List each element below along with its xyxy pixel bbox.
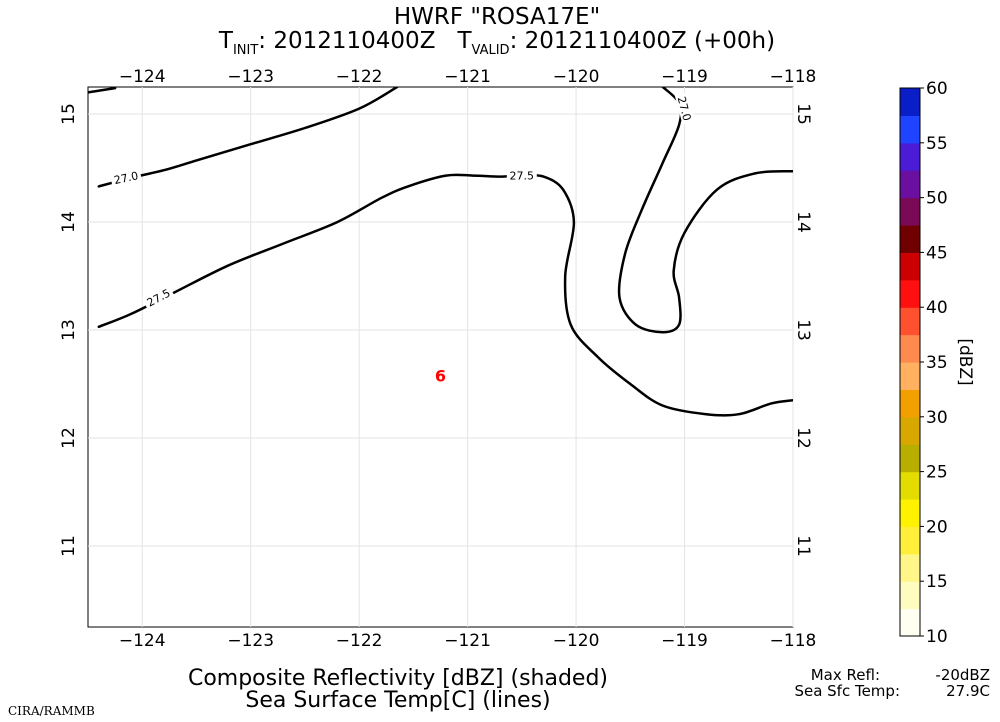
sst-27-0-northwest — [88, 87, 117, 94]
x-tick-label-top: −122 — [336, 67, 383, 87]
y-tick-label-left: 13 — [59, 319, 79, 341]
footer-shaded-caption: Composite Reflectivity [dBZ] (shaded) — [188, 666, 608, 691]
colorbar-segment — [900, 225, 920, 253]
x-tick-label-bottom: −120 — [553, 631, 600, 651]
colorbar-segment — [900, 142, 920, 171]
x-tick-label-bottom: −118 — [770, 631, 817, 651]
colorbar: 10 15 20 25 30 35 40 45 50 55 60 — [899, 79, 948, 647]
init-time: : 2012110400Z — [258, 28, 435, 54]
colorbar-segment — [900, 279, 920, 308]
colorbar-segment — [900, 581, 920, 610]
colorbar-tick-label: 15 — [926, 572, 948, 592]
contour-label: 27.5 — [506, 168, 537, 183]
colorbar-segment — [900, 170, 920, 199]
footer-lines-caption: Sea Surface Temp[C] (lines) — [245, 688, 550, 713]
x-tick-label-top: −120 — [553, 67, 600, 87]
colorbar-segment — [900, 526, 920, 555]
colorbar-segment — [900, 88, 920, 116]
x-tick-label-bottom: −121 — [444, 631, 491, 651]
chart-title: HWRF "ROSA17E" — [394, 4, 600, 30]
colorbar-segment — [900, 416, 920, 445]
x-tick-label-bottom: −124 — [119, 631, 166, 651]
credit-label: CIRA/RAMMB — [8, 704, 95, 718]
colorbar-segment — [900, 252, 920, 281]
y-tick-label-right: 12 — [793, 427, 813, 449]
contour-label-text: 27.0 — [113, 169, 140, 187]
valid-t-letter: T — [456, 28, 472, 54]
colorbar-unit-label: [dBZ] — [955, 338, 975, 385]
y-tick-label-left: 11 — [59, 535, 79, 557]
colorbar-tick-label: 35 — [926, 353, 948, 373]
contour-label-bg — [674, 92, 696, 125]
colorbar-tick-label: 45 — [926, 243, 948, 263]
y-tick-label-right: 11 — [793, 535, 813, 557]
contour-label: 27.0 — [109, 167, 142, 187]
colorbar-tick-label: 50 — [926, 189, 948, 209]
y-tick-label-left: 15 — [59, 103, 79, 125]
y-tick-label-right: 14 — [793, 211, 813, 233]
colorbar-tick-label: 60 — [926, 79, 948, 99]
valid-subscript: VALID — [472, 43, 510, 58]
colorbar-segment — [900, 307, 920, 336]
storm-symbol-group: 6 — [435, 366, 446, 385]
colorbar-segment — [900, 553, 920, 582]
contour-label-bg — [109, 167, 142, 187]
colorbar-segment — [900, 608, 920, 637]
x-tick-label-bottom: −122 — [336, 631, 383, 651]
max-refl-label: Max Refl: — [811, 666, 880, 684]
init-t-letter: T — [218, 28, 234, 54]
contour-label-bg — [141, 284, 175, 310]
colorbar-segment — [900, 499, 920, 527]
colorbar-segment — [900, 197, 920, 226]
axis-ticks: −124 −124 −123 −123 −122 −122 −121 −121 −120 −120… — [59, 67, 816, 651]
colorbar-tick-label: 30 — [926, 408, 948, 428]
y-tick-label-right: 15 — [793, 103, 813, 125]
contour-label-bg — [506, 168, 537, 182]
colorbar-segment — [900, 362, 920, 390]
init-subscript: INIT — [233, 43, 258, 58]
colorbar-tick-label: 10 — [926, 627, 948, 647]
x-tick-label-bottom: −119 — [661, 631, 708, 651]
y-tick-label-right: 13 — [793, 319, 813, 341]
sst-label: Sea Sfc Temp: — [794, 682, 900, 700]
y-tick-label-left: 12 — [59, 427, 79, 449]
x-tick-label-top: −124 — [119, 67, 166, 87]
colorbar-tick-label: 55 — [926, 134, 948, 154]
colorbar-segment — [900, 444, 920, 473]
sst-value: 27.9C — [946, 682, 990, 700]
y-tick-label-left: 14 — [59, 211, 79, 233]
chart-subtitle: TINIT: 2012110400Z TVALID: 2012110400Z (+… — [218, 28, 775, 58]
colorbar-tick-label: 20 — [926, 517, 948, 537]
contour-label: 27.0 — [674, 92, 696, 125]
colorbar-segment — [900, 471, 920, 500]
x-tick-label-top: −121 — [444, 67, 491, 87]
contour-labels: 27.027.527.527.0 — [109, 92, 696, 310]
contour-label-text: 27.5 — [510, 170, 535, 183]
colorbar-tick-label: 40 — [926, 298, 948, 318]
storm-symbol: 6 — [435, 366, 446, 385]
colorbar-tick-label: 25 — [926, 463, 948, 483]
x-tick-label-top: −119 — [661, 67, 708, 87]
sst-27-0-east — [617, 87, 793, 334]
colorbar-segment — [900, 334, 920, 363]
grid-lines — [88, 87, 794, 627]
contour-label-text: 27.0 — [675, 95, 694, 122]
colorbar-segment — [900, 115, 920, 144]
colorbar-segment — [900, 389, 920, 418]
x-tick-label-top: −118 — [770, 67, 817, 87]
max-refl-value: -20dBZ — [935, 666, 990, 684]
x-tick-label-bottom: −123 — [227, 631, 274, 651]
valid-time: : 2012110400Z (+00h) — [510, 28, 776, 54]
x-tick-label-top: −123 — [227, 67, 274, 87]
